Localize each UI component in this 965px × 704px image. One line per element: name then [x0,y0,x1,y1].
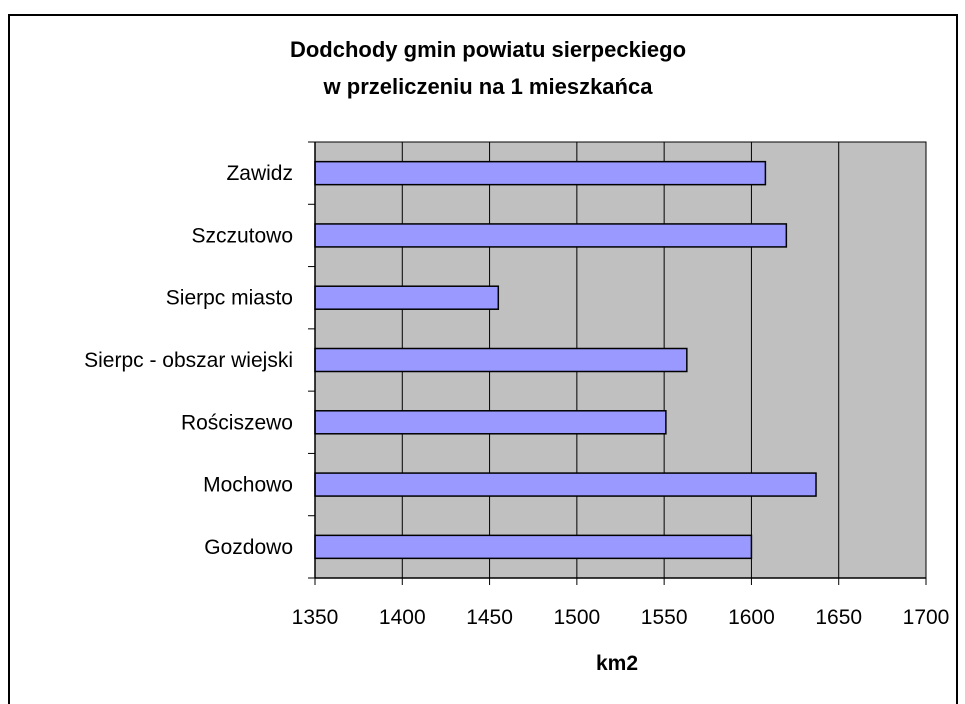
y-tick-label: Sierpc miasto [166,287,293,310]
bar [314,410,667,435]
x-tick-label: 1450 [466,606,513,629]
bar [314,347,688,373]
chart-title: Dodchody gmin powiatu sierpeckiego [290,37,686,62]
y-tick-label: Zawidz [226,162,293,185]
y-tick-label: Rościszewo [181,411,293,434]
y-tick-label: Mochowo [203,474,293,497]
bar [314,472,817,497]
x-tick-label: 1600 [728,606,775,629]
bars [314,160,817,560]
bar [314,285,500,310]
x-tick-label: 1500 [553,606,600,629]
x-tick-labels: 1350 1400 1450 1500 1550 1600 1650 1700 [292,606,950,629]
y-tick-label: Sierpc - obszar wiejski [84,349,293,372]
x-tick-label: 1650 [815,606,862,629]
x-axis-label: km2 [596,652,638,675]
bar [314,534,753,560]
y-tick-label: Szczutowo [191,224,293,247]
chart-subtitle: w przeliczeniu na 1 mieszkańca [323,74,654,99]
axes [308,141,927,585]
bar [314,160,767,186]
x-tick-label: 1350 [292,606,339,629]
bar [314,223,788,248]
x-tick-label: 1400 [379,606,426,629]
y-tick-label: Gozdowo [204,536,293,559]
x-tick-label: 1700 [903,606,950,629]
x-tick-label: 1550 [641,606,688,629]
y-tick-labels: Gozdowo Mochowo Rościszewo Sierpc - obszar … [84,162,293,559]
